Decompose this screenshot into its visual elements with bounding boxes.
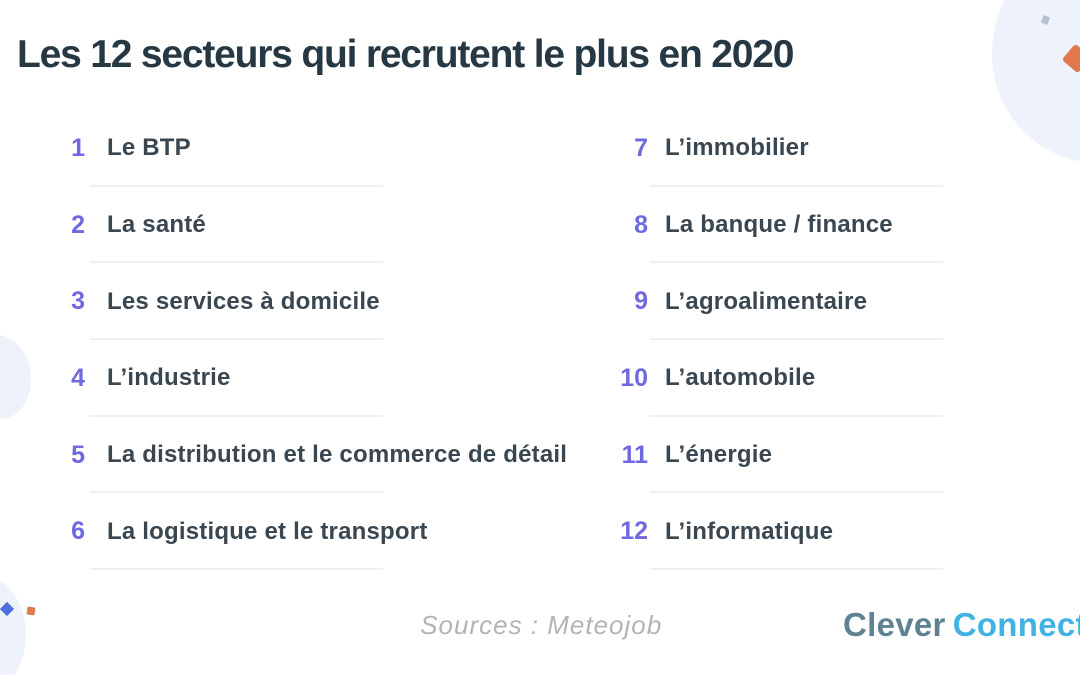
item-divider	[650, 261, 943, 264]
item-number: 5	[71, 440, 85, 469]
page-title: Les 12 secteurs qui recrutent le plus en…	[17, 33, 794, 76]
item-label: L’informatique	[665, 517, 834, 545]
list-item: 10 L’automobile	[613, 340, 1063, 417]
item-divider	[650, 414, 943, 417]
list-item: 1 Le BTP	[55, 110, 575, 187]
item-label: La santé	[107, 211, 206, 239]
item-divider	[90, 184, 383, 187]
item-number: 7	[634, 133, 648, 162]
list-item: 7 L’immobilier	[613, 110, 1063, 187]
item-number: 8	[634, 210, 648, 239]
item-divider	[650, 338, 943, 341]
item-label: L’industrie	[107, 364, 231, 392]
item-label: La distribution et le commerce de détail	[107, 441, 568, 469]
brand-logo-first-word: Clever	[843, 606, 946, 643]
item-number: 12	[620, 517, 648, 546]
item-divider	[650, 568, 943, 571]
list-item: 12 L’informatique	[613, 493, 1063, 571]
item-divider	[90, 261, 383, 264]
list-item: 6 La logistique et le transport	[55, 493, 575, 571]
blob-left-middle-icon	[0, 328, 41, 424]
item-label: La logistique et le transport	[107, 517, 428, 545]
sector-list-left: 1 Le BTP 2 La santé 3 Les services à dom…	[55, 110, 575, 571]
list-item: 8 La banque / finance	[613, 187, 1063, 264]
list-item: 4 L’industrie	[55, 340, 575, 417]
item-divider	[90, 568, 383, 571]
item-divider	[90, 338, 383, 341]
item-label: Le BTP	[107, 134, 191, 162]
item-number: 9	[634, 287, 648, 316]
list-item: 11 L’énergie	[613, 417, 1063, 494]
blob-bottom-left-icon	[0, 572, 26, 675]
sources-caption: Sources : Meteojob	[420, 610, 663, 640]
item-divider	[90, 414, 383, 417]
list-item: 5 La distribution et le commerce de déta…	[55, 417, 575, 494]
item-label: Les services à domicile	[107, 287, 380, 315]
item-label: La banque / finance	[665, 211, 893, 239]
item-label: L’immobilier	[665, 134, 809, 162]
item-number: 6	[71, 517, 85, 546]
item-divider	[90, 491, 383, 494]
item-number: 2	[71, 210, 85, 239]
item-number: 3	[71, 287, 85, 316]
list-item: 2 La santé	[55, 187, 575, 264]
item-label: L’automobile	[665, 364, 816, 392]
item-label: L’agroalimentaire	[665, 287, 868, 315]
item-divider	[650, 491, 943, 494]
list-item: 9 L’agroalimentaire	[613, 263, 1063, 341]
list-item: 3 Les services à domicile	[55, 263, 575, 341]
item-divider	[650, 184, 943, 187]
brand-logo: Clever Connect	[843, 606, 1080, 644]
orange-square-icon	[26, 606, 36, 616]
item-number: 1	[71, 133, 85, 162]
item-number: 11	[621, 440, 648, 469]
item-number: 4	[71, 363, 85, 392]
sector-list-right: 7 L’immobilier 8 La banque / finance 9 L…	[613, 110, 1063, 571]
item-number: 10	[620, 363, 648, 392]
item-label: L’énergie	[665, 441, 773, 469]
brand-logo-second-word: Connect	[952, 606, 1080, 643]
